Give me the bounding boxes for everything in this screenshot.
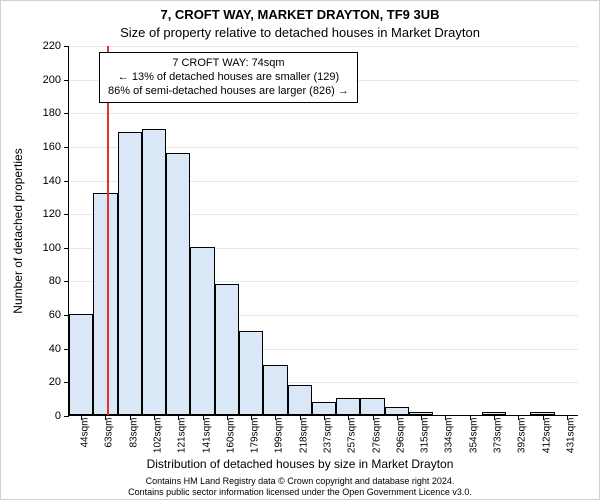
y-tick: [64, 80, 69, 81]
x-tick-label: 373sqm: [493, 418, 504, 454]
y-tick-label: 0: [29, 410, 61, 422]
histogram-bar: [215, 284, 239, 415]
histogram-bar: [385, 407, 409, 415]
x-tick-label: 44sqm: [80, 418, 91, 448]
histogram-bar: [118, 132, 142, 415]
y-tick: [64, 113, 69, 114]
x-tick-label: 334sqm: [444, 418, 455, 454]
y-tick-label: 80: [29, 275, 61, 287]
x-tick-label: 199sqm: [274, 418, 285, 454]
chart-title-main: 7, CROFT WAY, MARKET DRAYTON, TF9 3UB: [1, 7, 599, 22]
y-tick-label: 200: [29, 74, 61, 86]
footnote: Contains HM Land Registry data © Crown c…: [1, 476, 599, 497]
y-tick-label: 140: [29, 175, 61, 187]
histogram-bar: [166, 153, 190, 415]
histogram-bar: [142, 129, 166, 415]
y-axis-label: Number of detached properties: [11, 148, 25, 313]
x-tick-label: 276sqm: [371, 418, 382, 454]
y-tick-label: 40: [29, 343, 61, 355]
histogram-bar: [312, 402, 336, 415]
x-tick-label: 296sqm: [395, 418, 406, 454]
y-tick: [64, 281, 69, 282]
histogram-bar: [239, 331, 263, 415]
x-tick-label: 218sqm: [298, 418, 309, 454]
histogram-bar: [263, 365, 287, 415]
x-tick-label: 63sqm: [104, 418, 115, 448]
x-tick-label: 102sqm: [153, 418, 164, 454]
gridline: [69, 46, 578, 47]
x-tick-label: 83sqm: [128, 418, 139, 448]
histogram-bar: [360, 398, 384, 415]
chart-container: 7, CROFT WAY, MARKET DRAYTON, TF9 3UB Si…: [0, 0, 600, 500]
plot-area: 02040608010012014016018020022044sqm63sqm…: [68, 46, 578, 416]
histogram-bar: [93, 193, 117, 415]
annotation-box: 7 CROFT WAY: 74sqm ← 13% of detached hou…: [99, 52, 358, 103]
chart-title-sub: Size of property relative to detached ho…: [1, 25, 599, 40]
y-tick: [64, 214, 69, 215]
y-tick: [64, 46, 69, 47]
x-tick-label: 257sqm: [347, 418, 358, 454]
footnote-line2: Contains public sector information licen…: [1, 487, 599, 497]
footnote-line1: Contains HM Land Registry data © Crown c…: [1, 476, 599, 486]
x-tick-label: 160sqm: [225, 418, 236, 454]
y-tick: [64, 147, 69, 148]
x-tick-label: 412sqm: [541, 418, 552, 454]
x-tick-label: 121sqm: [177, 418, 188, 454]
histogram-bar: [190, 247, 214, 415]
x-tick-label: 431sqm: [565, 418, 576, 454]
y-tick-label: 160: [29, 141, 61, 153]
x-tick-label: 392sqm: [517, 418, 528, 454]
y-tick-label: 180: [29, 107, 61, 119]
annotation-line3: 86% of semi-detached houses are larger (…: [108, 85, 349, 99]
gridline: [69, 113, 578, 114]
x-axis-label: Distribution of detached houses by size …: [1, 457, 599, 471]
histogram-bar: [69, 314, 93, 415]
y-tick-label: 60: [29, 309, 61, 321]
x-tick-label: 354sqm: [468, 418, 479, 454]
annotation-line2: ← 13% of detached houses are smaller (12…: [108, 71, 349, 85]
x-tick-label: 141sqm: [201, 418, 212, 454]
y-tick: [64, 416, 69, 417]
y-tick-label: 100: [29, 242, 61, 254]
annotation-line1: 7 CROFT WAY: 74sqm: [108, 57, 349, 71]
y-tick-label: 120: [29, 208, 61, 220]
y-tick-label: 20: [29, 376, 61, 388]
histogram-bar: [336, 398, 360, 415]
y-tick-label: 220: [29, 40, 61, 52]
y-tick: [64, 248, 69, 249]
x-tick-label: 237sqm: [323, 418, 334, 454]
y-tick: [64, 181, 69, 182]
x-tick-label: 179sqm: [250, 418, 261, 454]
x-tick-label: 315sqm: [420, 418, 431, 454]
histogram-bar: [288, 385, 312, 415]
